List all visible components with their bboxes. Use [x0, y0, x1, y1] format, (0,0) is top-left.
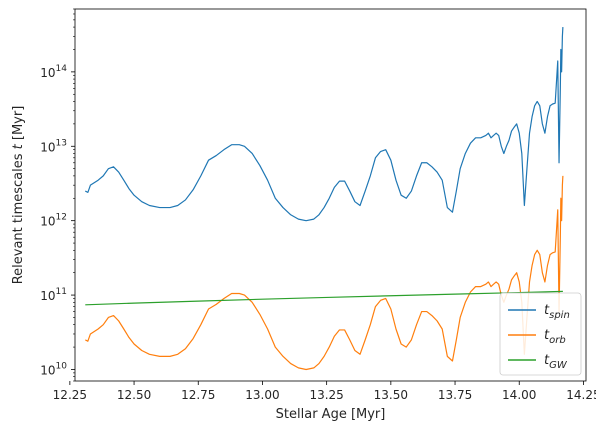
x-tick-label: 12.75 — [181, 388, 215, 402]
x-tick-label: 13.25 — [309, 388, 343, 402]
x-tick-label: 14.00 — [502, 388, 536, 402]
x-axis-ticks: 12.25 12.50 12.75 13.00 13.25 13.50 13.75 14.00… — [53, 381, 596, 402]
y-axis-label: Relevant timescales t [Myr] — [11, 106, 26, 285]
y-tick-label: 1010 — [40, 361, 67, 377]
x-axis-label: Stellar Age [Myr] — [276, 407, 386, 422]
y-tick-label: 1014 — [40, 64, 67, 80]
y-tick-label: 1012 — [40, 213, 67, 229]
legend-entry: tGW — [544, 353, 568, 371]
x-tick-label: 13.00 — [245, 388, 279, 402]
plot-lines — [84, 27, 564, 371]
legend: tspin torb tGW — [499, 292, 582, 376]
legend-entry: tspin — [544, 303, 570, 321]
x-tick-label: 13.50 — [374, 388, 408, 402]
x-tick-label: 12.25 — [53, 388, 87, 402]
y-axis-ticks: 1010 1011 1012 1013 1014 — [40, 8, 75, 382]
series-line-spin — [84, 27, 564, 222]
x-tick-label: 14.25 — [566, 388, 596, 402]
y-tick-label: 1011 — [40, 287, 67, 303]
series-line-gw — [85, 290, 563, 306]
y-tick-label: 1013 — [40, 138, 67, 154]
x-tick-label: 13.75 — [438, 388, 472, 402]
x-tick-label: 12.50 — [117, 388, 151, 402]
series-line-orb — [84, 175, 564, 371]
axes-frame — [74, 8, 587, 382]
legend-box — [499, 292, 582, 376]
legend-entry: torb — [544, 328, 566, 346]
